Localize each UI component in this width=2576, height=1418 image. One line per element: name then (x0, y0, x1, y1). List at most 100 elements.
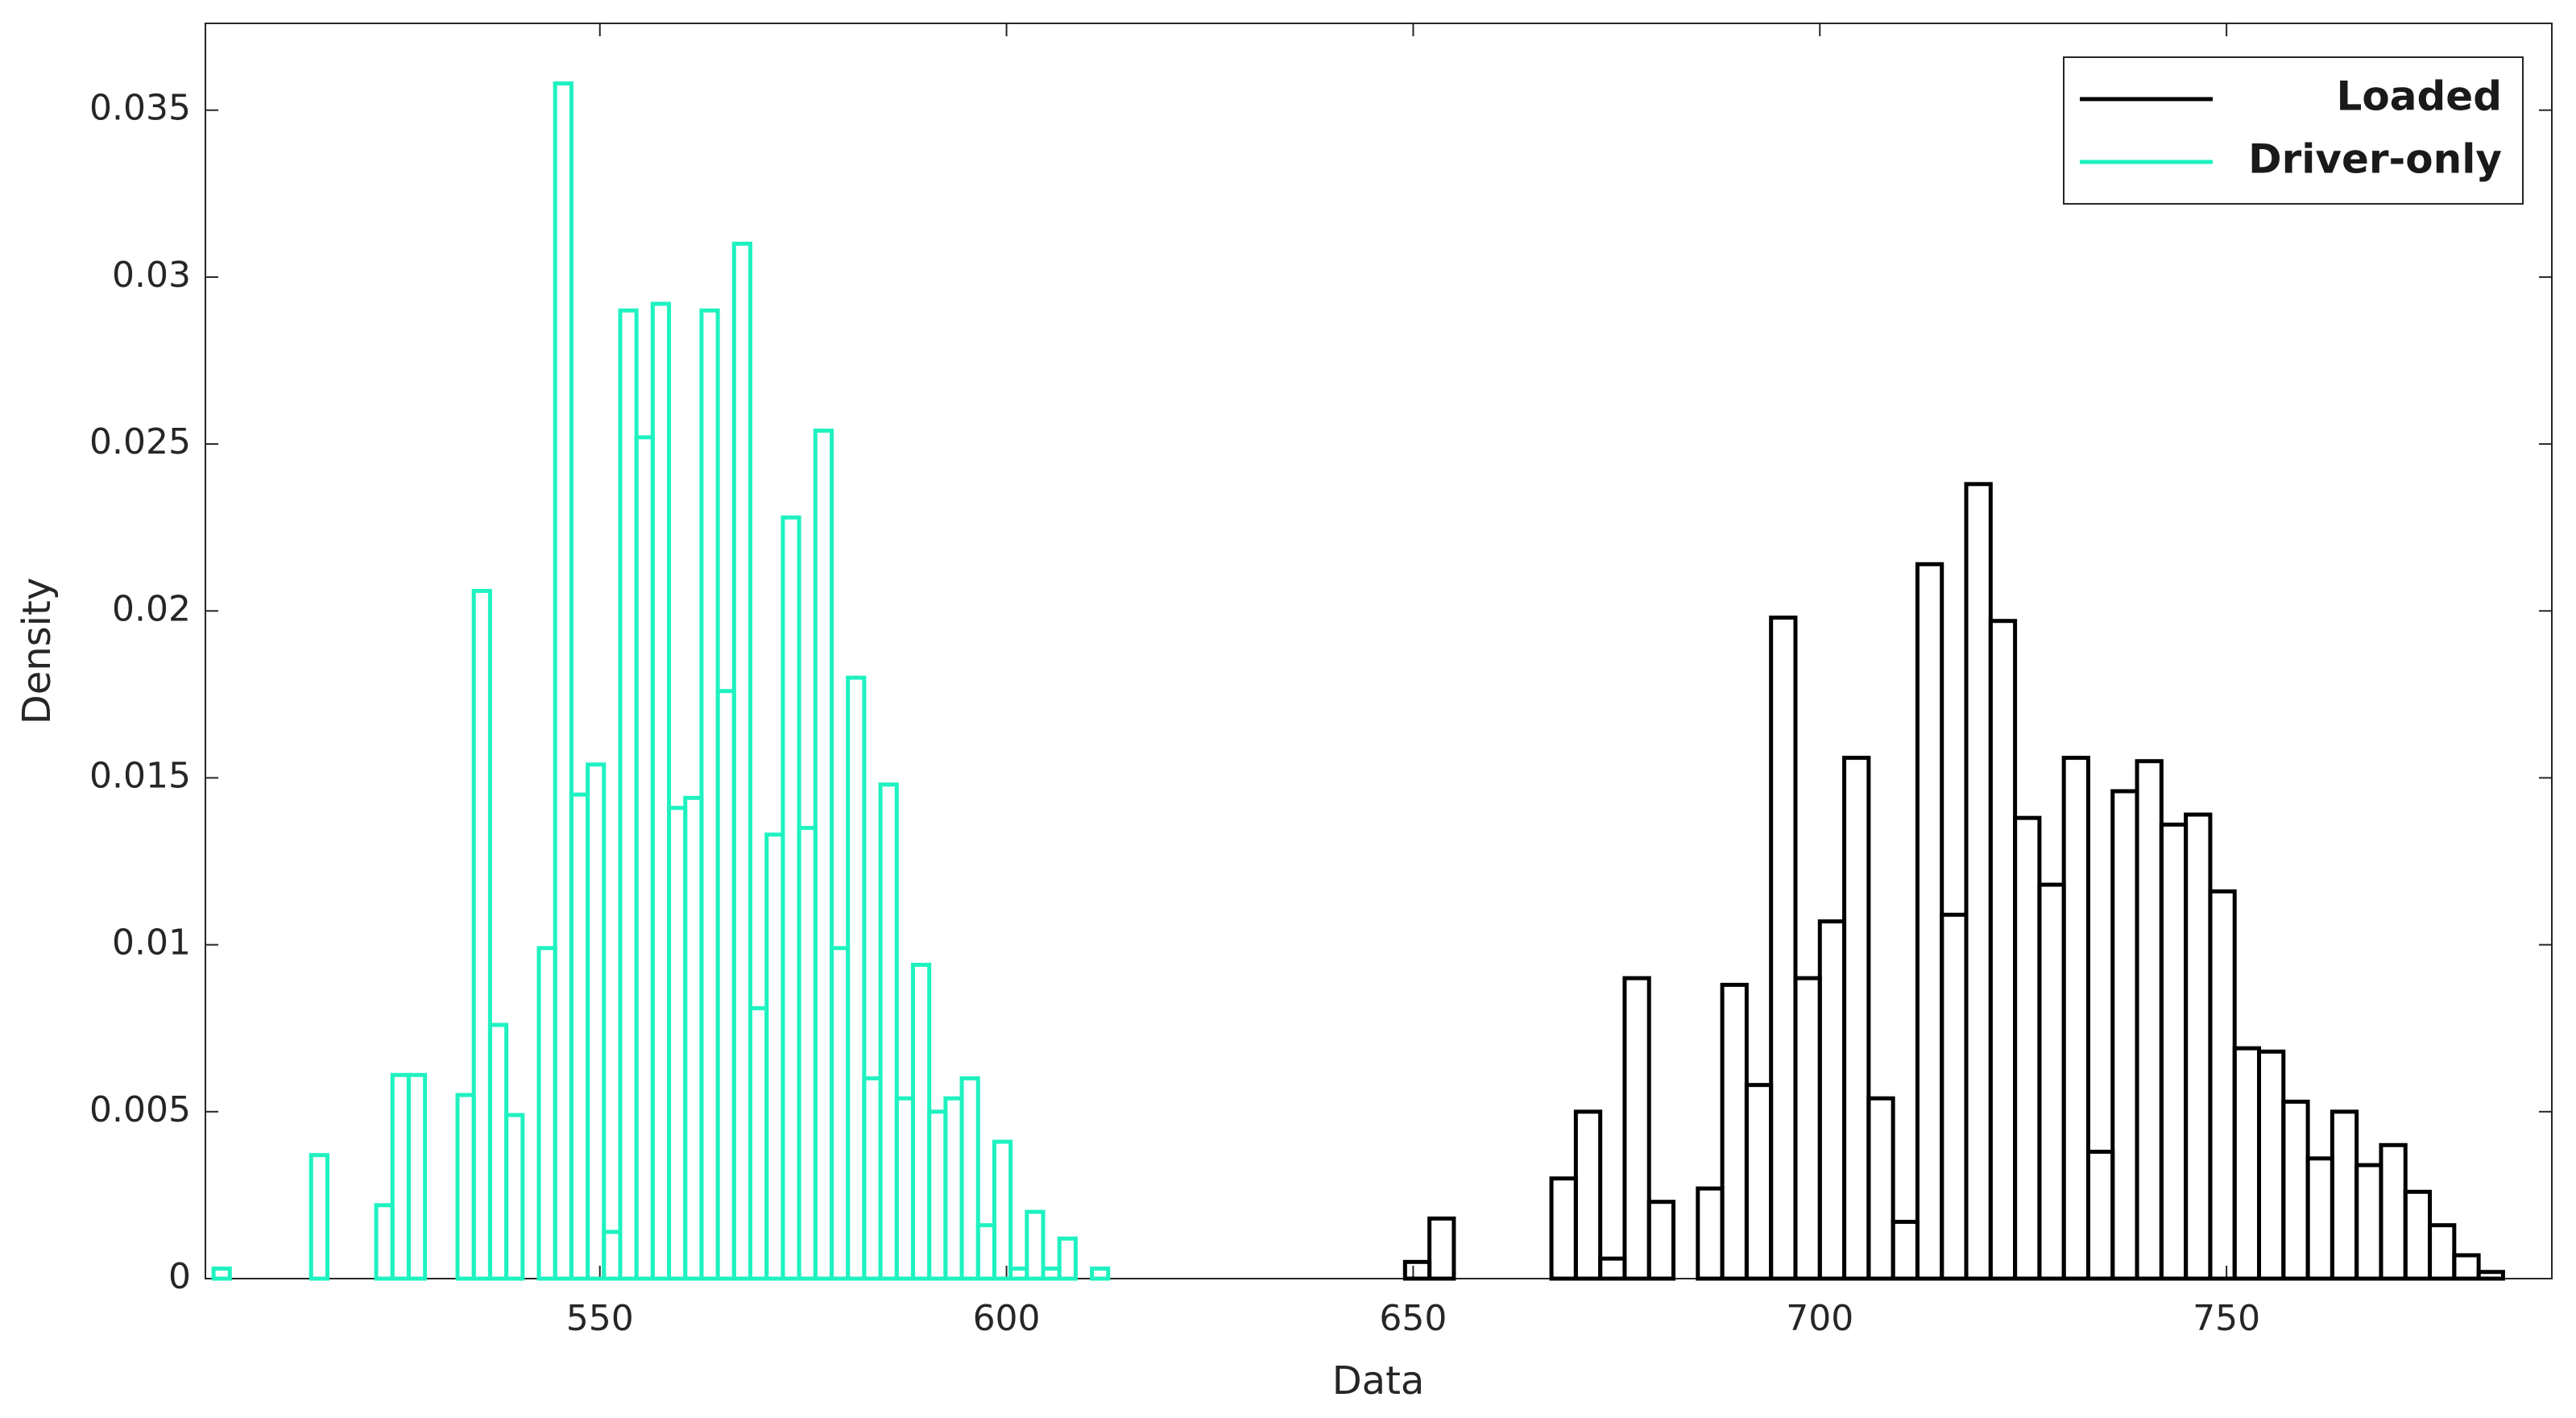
histogram-bin (2037, 882, 2066, 1281)
histogram-bin (2208, 889, 2237, 1281)
histogram-bin (390, 1072, 411, 1281)
x-tick-label: 600 (973, 1298, 1041, 1339)
histogram-bin (1041, 1267, 1062, 1281)
histogram-bin (2013, 815, 2042, 1281)
histogram-bin (829, 946, 851, 1281)
histogram-bin (2061, 756, 2090, 1281)
histogram-bin (1720, 982, 1749, 1281)
histogram-bin (618, 308, 639, 1281)
histogram-bin (1057, 1236, 1078, 1281)
histogram-bin (878, 782, 899, 1281)
histogram-bin (406, 1072, 428, 1281)
histogram-bin (455, 1093, 476, 1281)
histogram-bin (846, 675, 867, 1281)
histogram-bin (1964, 482, 1993, 1281)
histogram-bin (374, 1203, 395, 1281)
y-tick-label: 0.01 (112, 923, 191, 964)
histogram-bin (1402, 1259, 1432, 1281)
y-tick-label: 0.015 (89, 755, 191, 796)
histogram-bin (1793, 976, 1822, 1281)
histogram-bin (504, 1113, 525, 1281)
x-tick-label: 550 (566, 1298, 634, 1339)
y-tick-label: 0.02 (112, 588, 191, 629)
histogram-bin (309, 1153, 329, 1281)
histogram-bin (634, 435, 655, 1281)
histogram-bin (959, 1076, 980, 1281)
histogram-bin (1842, 756, 1871, 1281)
histogram-bin (650, 301, 672, 1281)
histogram-bin (699, 308, 720, 1281)
histogram-bin (683, 795, 704, 1281)
histogram-bin (862, 1076, 883, 1281)
histogram-bin (1769, 616, 1798, 1281)
histogram-bin (471, 588, 492, 1281)
histogram-bin (2403, 1189, 2433, 1281)
histogram-bin (1427, 1216, 1456, 1281)
y-tick-label: 0.025 (89, 421, 191, 462)
histogram-bin (2476, 1270, 2505, 1281)
histogram-bin (2452, 1253, 2481, 1281)
histogram-bin (211, 1267, 232, 1281)
histogram-bin (975, 1223, 996, 1281)
x-tick-label: 750 (2193, 1298, 2260, 1339)
histogram-bin (2428, 1223, 2457, 1281)
histogram-bin (536, 946, 557, 1281)
histogram-bin (1573, 1109, 1603, 1281)
histogram-bin (748, 1005, 769, 1281)
histogram-series (1402, 482, 2505, 1281)
plot-frame (205, 23, 2553, 1279)
histogram-bin (2330, 1109, 2359, 1281)
histogram-bin (2232, 1046, 2262, 1281)
histogram-bin (1696, 1186, 1725, 1281)
histogram-bin (2135, 759, 2164, 1281)
histogram-bin (715, 689, 736, 1281)
histogram-bin (943, 1096, 964, 1281)
histogram-bin (2110, 789, 2139, 1281)
y-tick-label: 0.03 (112, 255, 191, 296)
histogram-bin (1988, 619, 2018, 1281)
histogram-bin (1598, 1256, 1627, 1281)
histogram-bin (569, 792, 590, 1281)
histogram-bin (731, 241, 753, 1281)
y-axis-label: Density (14, 578, 60, 724)
histogram-bin (2305, 1156, 2334, 1281)
histogram-bin (1008, 1267, 1029, 1281)
histogram-bin (1646, 1200, 1676, 1281)
histogram-bin (2085, 1150, 2115, 1281)
histogram-bin (1622, 976, 1651, 1281)
histogram-series (211, 81, 1111, 1281)
histogram-bin (781, 515, 801, 1281)
histogram-bin (1744, 1083, 1774, 1281)
histogram-bin (927, 1109, 948, 1281)
y-tick-label: 0.035 (89, 88, 191, 129)
x-tick-label: 700 (1786, 1298, 1853, 1339)
histogram-bin (894, 1096, 915, 1281)
histogram-bin (602, 1229, 623, 1281)
histogram-bin (797, 826, 818, 1281)
histogram-bin (553, 81, 574, 1281)
histogram-bin (2354, 1163, 2383, 1281)
histogram-bin (813, 429, 834, 1281)
histogram-bin (2257, 1049, 2286, 1281)
x-tick-label: 650 (1379, 1298, 1447, 1339)
histogram-bin (1915, 562, 1944, 1281)
histogram-bin (910, 963, 932, 1281)
y-tick-label: 0.005 (89, 1089, 191, 1130)
legend-label: Driver-only (2248, 136, 2502, 183)
histogram-bin (992, 1139, 1013, 1281)
histogram-bin (2379, 1142, 2408, 1281)
legend-label: Loaded (2337, 73, 2502, 120)
histogram-bin (764, 832, 785, 1281)
histogram-bin (1549, 1176, 1578, 1281)
histogram-bin (1090, 1267, 1111, 1281)
histogram-bin (1866, 1096, 1895, 1281)
legend-box (2063, 56, 2524, 205)
histogram-bin (1025, 1209, 1046, 1281)
histogram-bin (2184, 812, 2213, 1281)
histogram-bin (1940, 912, 1969, 1281)
histogram-bin (1817, 919, 1847, 1281)
histogram-bin (667, 806, 688, 1281)
histogram-bin (1891, 1220, 1920, 1281)
histogram-bin (2281, 1099, 2310, 1281)
